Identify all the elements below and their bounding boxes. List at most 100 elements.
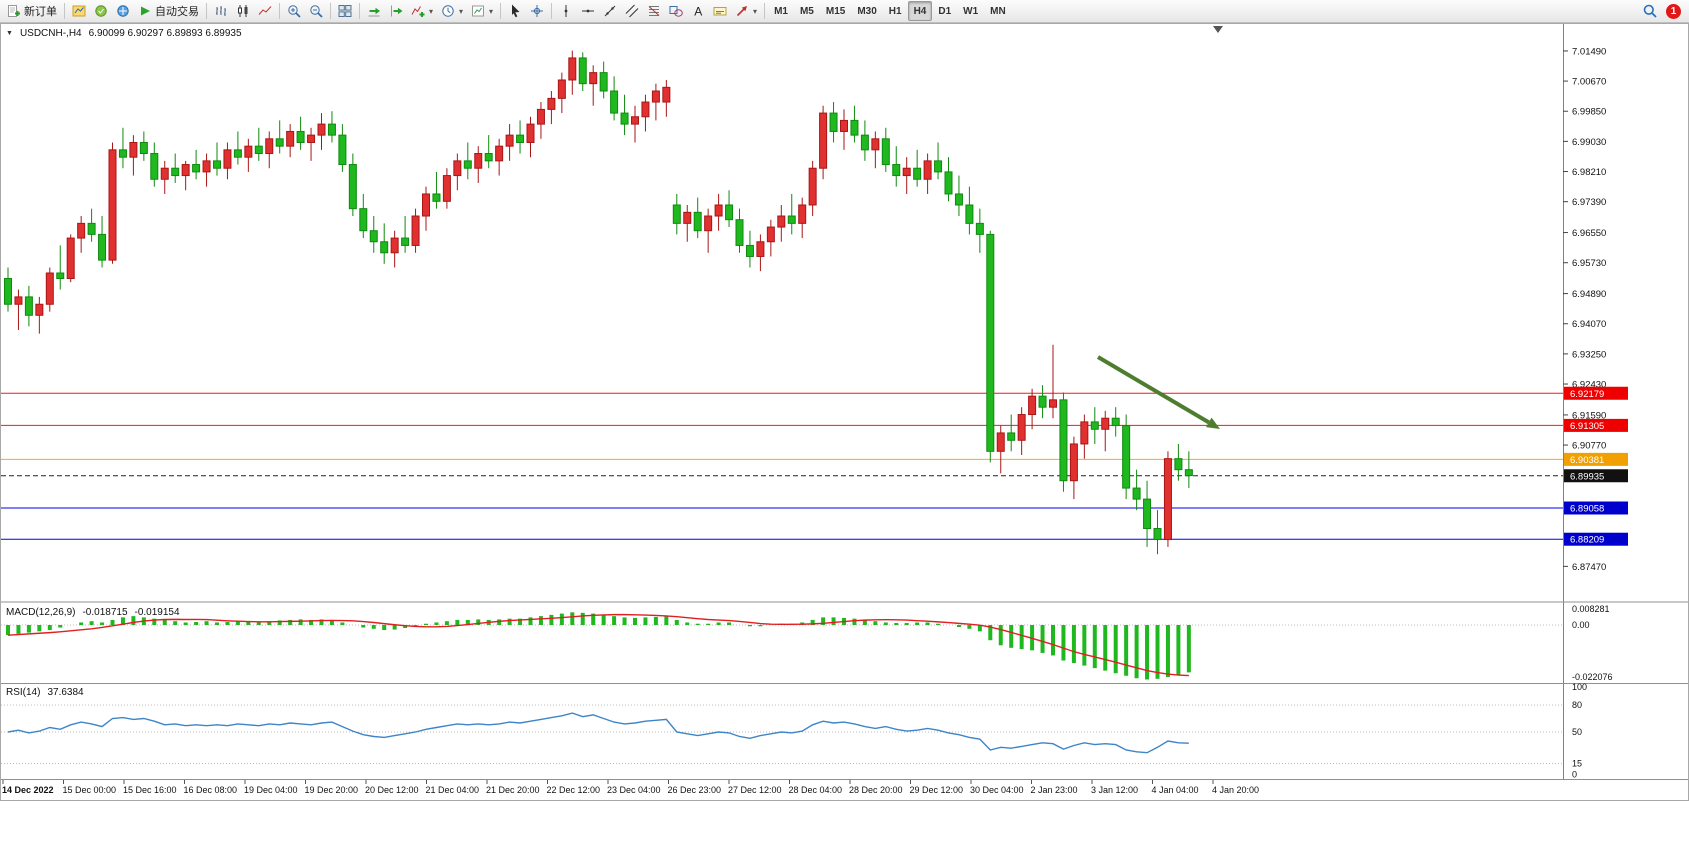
label-icon	[713, 4, 727, 18]
chart-shift-button[interactable]	[385, 1, 407, 21]
svg-text:19 Dec 20:00: 19 Dec 20:00	[305, 785, 359, 795]
search-button[interactable]	[1639, 1, 1661, 21]
time-axis: 14 Dec 2022 15 Dec 00:00 15 Dec 16:00 16 De…	[2, 780, 1259, 795]
text-button[interactable]: A	[687, 1, 709, 21]
new-order-button[interactable]: 新订单	[3, 1, 61, 21]
cursor-icon	[508, 4, 522, 18]
equidistant-channel-button[interactable]	[621, 1, 643, 21]
periods-button[interactable]: ▾	[437, 1, 467, 21]
caret-down-icon: ▾	[429, 6, 434, 16]
data-window-icon	[94, 4, 108, 18]
svg-text:6.95730: 6.95730	[1572, 258, 1606, 269]
notification-badge[interactable]: 1	[1666, 3, 1681, 19]
timeframe-m30-button[interactable]: M30	[851, 1, 882, 21]
crosshair-button[interactable]	[526, 1, 548, 21]
price-levels: 6.92179 6.91305 6.90381 6.89935 6.89058 6.882…	[1, 386, 1628, 546]
vertical-line-button[interactable]	[555, 1, 577, 21]
svg-text:3 Jan 12:00: 3 Jan 12:00	[1091, 785, 1138, 795]
toolbar-separator	[206, 3, 207, 19]
auto-scroll-icon	[367, 4, 381, 18]
toolbar-separator	[64, 3, 65, 19]
macd-value: -0.018715	[82, 607, 128, 618]
rsi-name: RSI(14)	[6, 687, 41, 698]
zoom-in-icon	[287, 4, 301, 18]
chart-shift-icon	[389, 4, 403, 18]
zoom-out-button[interactable]	[305, 1, 327, 21]
svg-text:4 Jan 04:00: 4 Jan 04:00	[1152, 785, 1199, 795]
shift-marker	[1213, 26, 1223, 33]
shapes-button[interactable]	[665, 1, 687, 21]
svg-text:22 Dec 12:00: 22 Dec 12:00	[547, 785, 601, 795]
svg-text:15 Dec 00:00: 15 Dec 00:00	[63, 785, 117, 795]
svg-text:A: A	[694, 5, 702, 19]
fibonacci-button[interactable]	[643, 1, 665, 21]
toolbar-separator	[500, 3, 502, 19]
candles-icon	[236, 4, 250, 18]
hline-icon	[581, 4, 595, 18]
caret-down-icon: ▾	[489, 6, 494, 16]
tile-windows-button[interactable]	[334, 1, 356, 21]
timeframe-d1-button[interactable]: D1	[932, 1, 957, 21]
svg-text:0.008281: 0.008281	[1572, 604, 1610, 614]
macd-panel: 0.008281 0.00 -0.022076	[1, 604, 1613, 682]
fibo-icon	[647, 4, 661, 18]
navigator-icon	[116, 4, 130, 18]
timeframe-h1-button[interactable]: H1	[883, 1, 908, 21]
toolbar: 新订单 自动交易 ▾ ▾ ▾ A ▾ M1 M5 M15 M30 H1 H4 D1 W1 MN 1	[0, 0, 1689, 23]
bars-icon	[214, 4, 228, 18]
arrows-button[interactable]: ▾	[731, 1, 761, 21]
data-window-button[interactable]	[90, 1, 112, 21]
timeframe-h4-button[interactable]: H4	[907, 1, 933, 21]
templates-button[interactable]: ▾	[467, 1, 497, 21]
svg-text:0: 0	[1572, 770, 1577, 780]
rsi-value: 37.6384	[47, 687, 84, 698]
svg-text:21 Dec 04:00: 21 Dec 04:00	[426, 785, 480, 795]
channel-icon	[625, 4, 639, 18]
trendline-button[interactable]	[599, 1, 621, 21]
svg-text:6.98210: 6.98210	[1572, 167, 1606, 178]
timeframe-mn-button[interactable]: MN	[984, 1, 1012, 21]
collapse-icon[interactable]: ▼	[6, 30, 13, 37]
macd-indicator-label: MACD(12,26,9) -0.018715 -0.019154	[6, 607, 180, 618]
caret-down-icon: ▾	[753, 6, 758, 16]
svg-text:100: 100	[1572, 682, 1587, 692]
new-order-label: 新订单	[24, 6, 57, 18]
zoom-in-button[interactable]	[283, 1, 305, 21]
chart-window[interactable]: 7.01490 7.00670 6.99850 6.99030 6.98210 6.973…	[0, 23, 1689, 862]
timeframe-m15-button[interactable]: M15	[820, 1, 851, 21]
svg-text:19 Dec 04:00: 19 Dec 04:00	[244, 785, 298, 795]
svg-text:15 Dec 16:00: 15 Dec 16:00	[123, 785, 177, 795]
svg-text:6.93250: 6.93250	[1572, 349, 1606, 360]
svg-text:28 Dec 04:00: 28 Dec 04:00	[789, 785, 843, 795]
line-icon	[258, 4, 272, 18]
auto-trading-button[interactable]: 自动交易	[134, 1, 203, 21]
chart-frame	[0, 23, 1689, 801]
cursor-button[interactable]	[504, 1, 526, 21]
svg-text:23 Dec 04:00: 23 Dec 04:00	[607, 785, 661, 795]
bar-chart-button[interactable]	[210, 1, 232, 21]
clock-icon	[441, 4, 455, 18]
auto-scroll-button[interactable]	[363, 1, 385, 21]
timeframe-w1-button[interactable]: W1	[957, 1, 984, 21]
line-chart-button[interactable]	[254, 1, 276, 21]
navigator-button[interactable]	[112, 1, 134, 21]
svg-text:30 Dec 04:00: 30 Dec 04:00	[970, 785, 1024, 795]
indicators-icon	[411, 4, 425, 18]
market-watch-button[interactable]	[68, 1, 90, 21]
svg-text:6.94070: 6.94070	[1572, 319, 1606, 330]
market-watch-icon	[72, 4, 86, 18]
timeframe-m5-button[interactable]: M5	[794, 1, 820, 21]
text-label-button[interactable]	[709, 1, 731, 21]
price-chart[interactable]: 7.01490 7.00670 6.99850 6.99030 6.98210 6.973…	[0, 23, 1689, 862]
toolbar-separator	[330, 3, 331, 19]
indicators-button[interactable]: ▾	[407, 1, 437, 21]
crosshair-icon	[530, 4, 544, 18]
svg-text:-0.022076: -0.022076	[1572, 672, 1613, 682]
horizontal-line-button[interactable]	[577, 1, 599, 21]
svg-text:6.92179: 6.92179	[1570, 389, 1604, 400]
candlestick-chart-button[interactable]	[232, 1, 254, 21]
svg-text:14 Dec 2022: 14 Dec 2022	[2, 785, 54, 795]
timeframe-m1-button[interactable]: M1	[768, 1, 794, 21]
text-a-icon: A	[691, 4, 705, 19]
svg-text:6.97390: 6.97390	[1572, 197, 1606, 208]
